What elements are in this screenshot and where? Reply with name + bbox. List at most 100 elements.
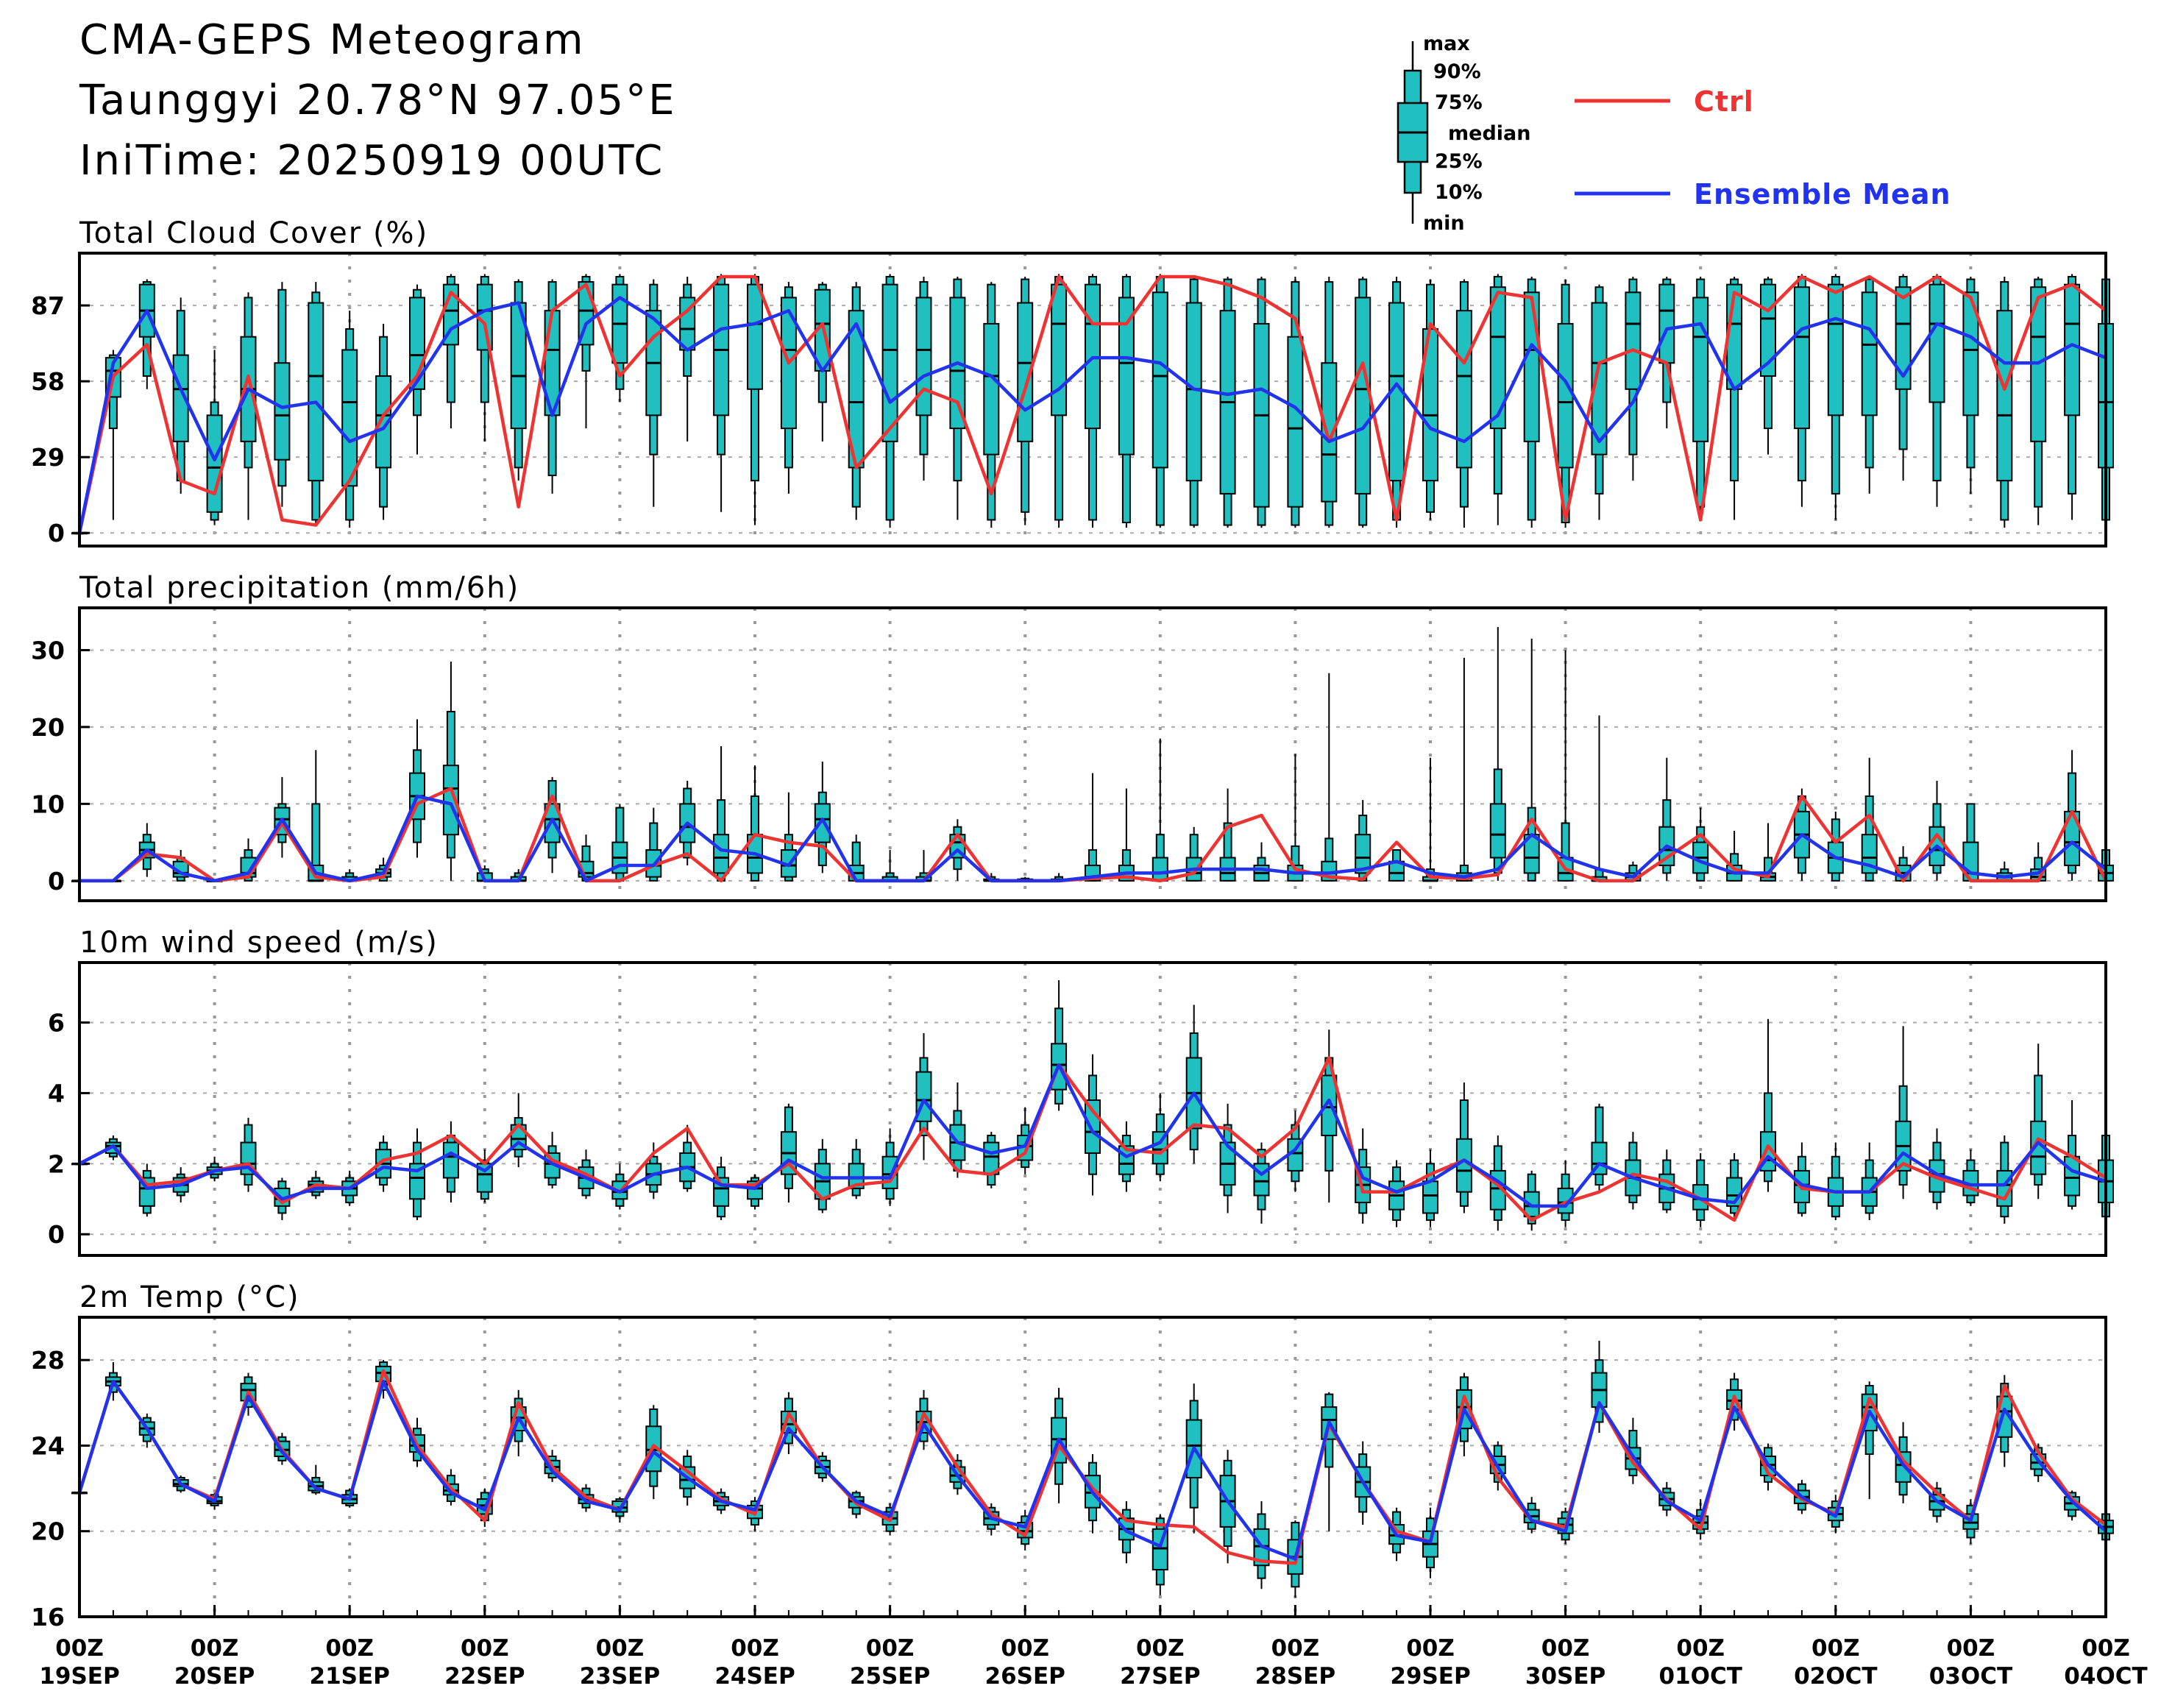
- ensemble-mean-line: [78, 1063, 2107, 1208]
- ensemble-box: [1861, 276, 1878, 494]
- x-tick-label-date: 20SEP: [174, 1663, 255, 1690]
- ensemble-mean-line: [77, 1379, 2107, 1561]
- panel-frame: [78, 606, 2107, 902]
- ensemble-box: [138, 1163, 155, 1217]
- y-tick-label: 6: [48, 1009, 65, 1038]
- ensemble-box: [747, 1174, 763, 1210]
- box-25-75: [1557, 322, 1574, 469]
- x-tick-label-time: 00Z: [731, 1635, 779, 1662]
- ensemble-box: [1591, 1103, 1608, 1192]
- box-25-75: [1051, 283, 1068, 417]
- ensemble-box: [1253, 276, 1270, 528]
- ensemble-box: [1422, 279, 1438, 520]
- box-25-75: [2064, 1155, 2081, 1197]
- ensemble-box: [1321, 276, 1338, 528]
- ensemble-box: [1388, 849, 1405, 882]
- ensemble-box: [747, 765, 763, 882]
- x-tick-label-date: 27SEP: [1120, 1663, 1200, 1690]
- x-tick-label-time: 00Z: [866, 1635, 915, 1662]
- ensemble-box: [476, 274, 493, 442]
- y-tick-label: 0: [48, 1220, 65, 1249]
- y-tick-label: 24: [31, 1431, 65, 1460]
- x-tick-label-date: 30SEP: [1525, 1663, 1605, 1690]
- legend-box-label: max: [1423, 32, 1470, 55]
- legend-mean-label: Ensemble Mean: [1694, 178, 1951, 210]
- ensemble-mean-line: [79, 794, 2107, 883]
- station-location: Taunggyi 20.78°N 97.05°E: [79, 77, 677, 124]
- box-25-75: [1658, 283, 1675, 364]
- x-tick-label-date: 03OCT: [1929, 1663, 2012, 1690]
- ensemble-box: [713, 1156, 730, 1221]
- ensemble-box: [1827, 811, 1844, 882]
- ensemble-box: [240, 292, 257, 520]
- ensemble-box: [713, 746, 730, 882]
- x-tick-label-time: 00Z: [1001, 1635, 1049, 1662]
- box-25-75: [1523, 291, 1540, 442]
- ensemble-box: [814, 761, 831, 874]
- x-tick-label-time: 00Z: [2082, 1635, 2130, 1662]
- ensemble-box: [1557, 650, 1574, 882]
- x-tick-label-time: 00Z: [596, 1635, 645, 1662]
- box-25-75: [1118, 297, 1135, 456]
- ensemble-box: [1455, 657, 1472, 882]
- y-tick-label: 58: [31, 367, 65, 396]
- x-tick-label-date: 23SEP: [580, 1663, 660, 1690]
- ensemble-box: [1489, 627, 1506, 881]
- box-25-75: [442, 765, 459, 836]
- box-25-75: [1827, 283, 1844, 417]
- y-tick-label: 29: [31, 443, 65, 472]
- ensemble-box: [544, 776, 561, 874]
- ensemble-box: [1726, 276, 1743, 520]
- x-tick-label-time: 00Z: [1947, 1635, 1995, 1662]
- box-25-75: [881, 283, 898, 442]
- ensemble-box: [1355, 800, 1372, 882]
- legend-box-label: 10%: [1435, 181, 1483, 204]
- ensemble-box: [1996, 276, 2013, 528]
- ensemble-box: [442, 662, 459, 881]
- y-tick-label: 0: [48, 867, 65, 896]
- x-axis: 00Z19SEP00Z20SEP00Z21SEP00Z22SEP00Z23SEP…: [39, 1605, 2148, 1690]
- ensemble-box: [679, 276, 696, 442]
- ensemble-box: [713, 274, 730, 512]
- x-tick-label-date: 24SEP: [714, 1663, 795, 1690]
- ensemble-box: [1895, 1026, 1912, 1200]
- ensemble-box: [240, 1117, 257, 1192]
- x-tick-label-date: 25SEP: [850, 1663, 930, 1690]
- box-25-75: [206, 414, 223, 513]
- y-tick-label: 87: [31, 291, 65, 320]
- box-25-75: [1625, 291, 1642, 390]
- ensemble-box: [1962, 276, 1979, 494]
- box-25-75: [1152, 857, 1168, 882]
- ensemble-box: [1625, 276, 1642, 481]
- ensemble-box: [1928, 1128, 1945, 1210]
- ensemble-box: [1152, 274, 1168, 528]
- ensemble-box: [409, 719, 425, 858]
- ensemble-box: [1185, 276, 1202, 528]
- y-tick-label: 10: [31, 790, 65, 818]
- box-25-75: [308, 302, 324, 482]
- ensemble-box: [308, 750, 324, 882]
- ensemble-box: [409, 284, 425, 455]
- y-tick-label: 20: [31, 1517, 65, 1546]
- legend-ctrl-label: Ctrl: [1694, 85, 1754, 118]
- ensemble-box: [1051, 274, 1068, 528]
- panel-3: 2m Temp (°C) 16 20 24 28: [31, 1280, 2114, 1631]
- box-25-75: [1895, 286, 1912, 390]
- box-25-75: [1355, 834, 1372, 874]
- ensemble-box: [274, 776, 291, 858]
- legend: max 90% 75% median 25% 10% min Ctrl Ensemble Mea…: [1397, 32, 1951, 235]
- init-time: IniTime: 20250919 00UTC: [79, 137, 665, 185]
- x-tick-label-date: 29SEP: [1390, 1663, 1470, 1690]
- ensemble-box: [1085, 773, 1101, 882]
- box-25-75: [1355, 297, 1372, 495]
- ensemble-box: [1422, 1149, 1438, 1227]
- box-25-75: [1185, 302, 1202, 482]
- ensemble-box: [1253, 842, 1270, 882]
- ensemble-box: [375, 323, 392, 520]
- ensemble-box: [1455, 1082, 1472, 1213]
- box-25-75: [1692, 297, 1709, 442]
- box-25-75: [848, 1163, 865, 1189]
- y-tick-label: 4: [48, 1079, 65, 1108]
- box-25-75: [1962, 291, 1979, 417]
- box-25-75: [1489, 286, 1506, 430]
